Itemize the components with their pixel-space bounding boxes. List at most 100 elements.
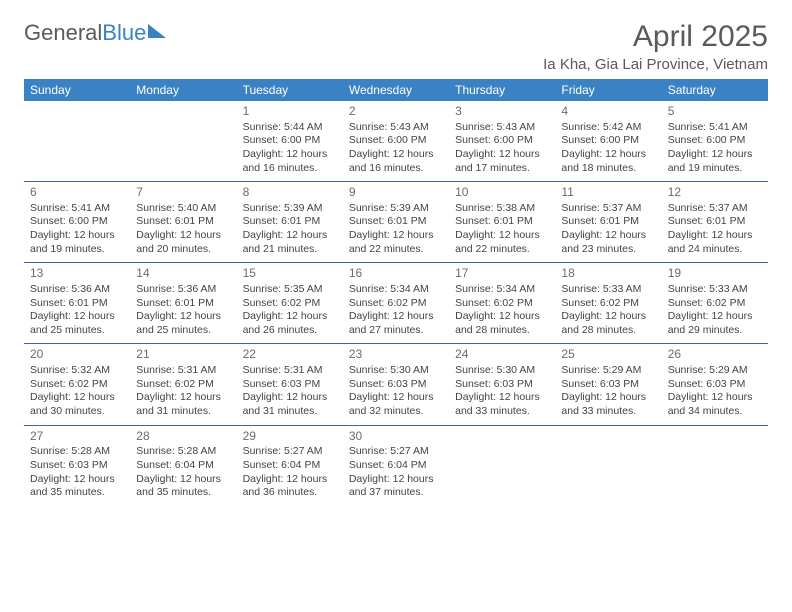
day-number: 10 — [455, 185, 549, 201]
calendar-cell: 8Sunrise: 5:39 AMSunset: 6:01 PMDaylight… — [237, 182, 343, 262]
calendar-cell: 28Sunrise: 5:28 AMSunset: 6:04 PMDayligh… — [130, 426, 236, 506]
day-number: 17 — [455, 266, 549, 282]
sunset-line: Sunset: 6:00 PM — [349, 134, 443, 148]
sunset-line: Sunset: 6:03 PM — [455, 378, 549, 392]
daylight-line: Daylight: 12 hours and 20 minutes. — [136, 229, 230, 256]
daylight-line: Daylight: 12 hours and 23 minutes. — [561, 229, 655, 256]
calendar-cell: 19Sunrise: 5:33 AMSunset: 6:02 PMDayligh… — [662, 263, 768, 343]
calendar-cell: 30Sunrise: 5:27 AMSunset: 6:04 PMDayligh… — [343, 426, 449, 506]
header: GeneralBlue April 2025 Ia Kha, Gia Lai P… — [24, 20, 768, 73]
day-number: 18 — [561, 266, 655, 282]
calendar-cell — [130, 101, 236, 181]
day-number: 12 — [668, 185, 762, 201]
calendar-cell: 9Sunrise: 5:39 AMSunset: 6:01 PMDaylight… — [343, 182, 449, 262]
sunrise-line: Sunrise: 5:28 AM — [136, 445, 230, 459]
calendar-week: 27Sunrise: 5:28 AMSunset: 6:03 PMDayligh… — [24, 425, 768, 506]
sunset-line: Sunset: 6:03 PM — [349, 378, 443, 392]
sunrise-line: Sunrise: 5:29 AM — [561, 364, 655, 378]
calendar-cell: 2Sunrise: 5:43 AMSunset: 6:00 PMDaylight… — [343, 101, 449, 181]
day-header: Saturday — [662, 79, 768, 101]
daylight-line: Daylight: 12 hours and 36 minutes. — [243, 473, 337, 500]
day-header: Monday — [130, 79, 236, 101]
day-number: 4 — [561, 104, 655, 120]
day-number: 20 — [30, 347, 124, 363]
sunset-line: Sunset: 6:01 PM — [243, 215, 337, 229]
calendar-cell — [449, 426, 555, 506]
sunrise-line: Sunrise: 5:37 AM — [561, 202, 655, 216]
sunrise-line: Sunrise: 5:30 AM — [349, 364, 443, 378]
calendar-cell — [662, 426, 768, 506]
calendar-cell: 17Sunrise: 5:34 AMSunset: 6:02 PMDayligh… — [449, 263, 555, 343]
calendar-cell: 3Sunrise: 5:43 AMSunset: 6:00 PMDaylight… — [449, 101, 555, 181]
day-number: 26 — [668, 347, 762, 363]
sunset-line: Sunset: 6:02 PM — [561, 297, 655, 311]
day-number: 27 — [30, 429, 124, 445]
calendar-cell: 25Sunrise: 5:29 AMSunset: 6:03 PMDayligh… — [555, 344, 661, 424]
sunrise-line: Sunrise: 5:44 AM — [243, 121, 337, 135]
daylight-line: Daylight: 12 hours and 27 minutes. — [349, 310, 443, 337]
sunrise-line: Sunrise: 5:29 AM — [668, 364, 762, 378]
calendar-week: 13Sunrise: 5:36 AMSunset: 6:01 PMDayligh… — [24, 262, 768, 343]
sunset-line: Sunset: 6:03 PM — [668, 378, 762, 392]
daylight-line: Daylight: 12 hours and 35 minutes. — [136, 473, 230, 500]
calendar-week: 6Sunrise: 5:41 AMSunset: 6:00 PMDaylight… — [24, 181, 768, 262]
sunrise-line: Sunrise: 5:34 AM — [349, 283, 443, 297]
calendar-cell: 14Sunrise: 5:36 AMSunset: 6:01 PMDayligh… — [130, 263, 236, 343]
day-number: 2 — [349, 104, 443, 120]
triangle-icon — [148, 24, 166, 38]
sunset-line: Sunset: 6:02 PM — [349, 297, 443, 311]
day-number: 28 — [136, 429, 230, 445]
sunrise-line: Sunrise: 5:36 AM — [136, 283, 230, 297]
sunset-line: Sunset: 6:01 PM — [136, 215, 230, 229]
daylight-line: Daylight: 12 hours and 28 minutes. — [561, 310, 655, 337]
sunrise-line: Sunrise: 5:28 AM — [30, 445, 124, 459]
day-number: 1 — [243, 104, 337, 120]
calendar-cell: 10Sunrise: 5:38 AMSunset: 6:01 PMDayligh… — [449, 182, 555, 262]
brand-word2: Blue — [102, 20, 146, 46]
sunrise-line: Sunrise: 5:35 AM — [243, 283, 337, 297]
sunset-line: Sunset: 6:00 PM — [668, 134, 762, 148]
sunrise-line: Sunrise: 5:41 AM — [668, 121, 762, 135]
daylight-line: Daylight: 12 hours and 16 minutes. — [349, 148, 443, 175]
calendar-week: 20Sunrise: 5:32 AMSunset: 6:02 PMDayligh… — [24, 343, 768, 424]
calendar-cell: 12Sunrise: 5:37 AMSunset: 6:01 PMDayligh… — [662, 182, 768, 262]
sunset-line: Sunset: 6:02 PM — [30, 378, 124, 392]
daylight-line: Daylight: 12 hours and 21 minutes. — [243, 229, 337, 256]
sunrise-line: Sunrise: 5:43 AM — [349, 121, 443, 135]
daylight-line: Daylight: 12 hours and 35 minutes. — [30, 473, 124, 500]
calendar-cell: 11Sunrise: 5:37 AMSunset: 6:01 PMDayligh… — [555, 182, 661, 262]
daylight-line: Daylight: 12 hours and 25 minutes. — [30, 310, 124, 337]
day-header: Sunday — [24, 79, 130, 101]
sunset-line: Sunset: 6:02 PM — [136, 378, 230, 392]
sunrise-line: Sunrise: 5:43 AM — [455, 121, 549, 135]
day-header: Friday — [555, 79, 661, 101]
day-number: 16 — [349, 266, 443, 282]
day-number: 11 — [561, 185, 655, 201]
daylight-line: Daylight: 12 hours and 17 minutes. — [455, 148, 549, 175]
brand-logo: GeneralBlue — [24, 20, 166, 46]
sunset-line: Sunset: 6:04 PM — [349, 459, 443, 473]
daylight-line: Daylight: 12 hours and 19 minutes. — [30, 229, 124, 256]
daylight-line: Daylight: 12 hours and 29 minutes. — [668, 310, 762, 337]
calendar-cell: 23Sunrise: 5:30 AMSunset: 6:03 PMDayligh… — [343, 344, 449, 424]
day-number: 30 — [349, 429, 443, 445]
sunset-line: Sunset: 6:00 PM — [455, 134, 549, 148]
sunset-line: Sunset: 6:00 PM — [561, 134, 655, 148]
daylight-line: Daylight: 12 hours and 37 minutes. — [349, 473, 443, 500]
calendar-cell: 18Sunrise: 5:33 AMSunset: 6:02 PMDayligh… — [555, 263, 661, 343]
day-number: 7 — [136, 185, 230, 201]
sunrise-line: Sunrise: 5:34 AM — [455, 283, 549, 297]
day-number: 19 — [668, 266, 762, 282]
sunrise-line: Sunrise: 5:31 AM — [136, 364, 230, 378]
sunset-line: Sunset: 6:02 PM — [668, 297, 762, 311]
sunset-line: Sunset: 6:03 PM — [30, 459, 124, 473]
sunset-line: Sunset: 6:04 PM — [243, 459, 337, 473]
calendar-week: 1Sunrise: 5:44 AMSunset: 6:00 PMDaylight… — [24, 101, 768, 181]
calendar-cell: 15Sunrise: 5:35 AMSunset: 6:02 PMDayligh… — [237, 263, 343, 343]
sunset-line: Sunset: 6:00 PM — [243, 134, 337, 148]
day-number: 8 — [243, 185, 337, 201]
day-header: Tuesday — [237, 79, 343, 101]
calendar-body: 1Sunrise: 5:44 AMSunset: 6:00 PMDaylight… — [24, 101, 768, 506]
sunrise-line: Sunrise: 5:33 AM — [561, 283, 655, 297]
calendar-cell: 13Sunrise: 5:36 AMSunset: 6:01 PMDayligh… — [24, 263, 130, 343]
